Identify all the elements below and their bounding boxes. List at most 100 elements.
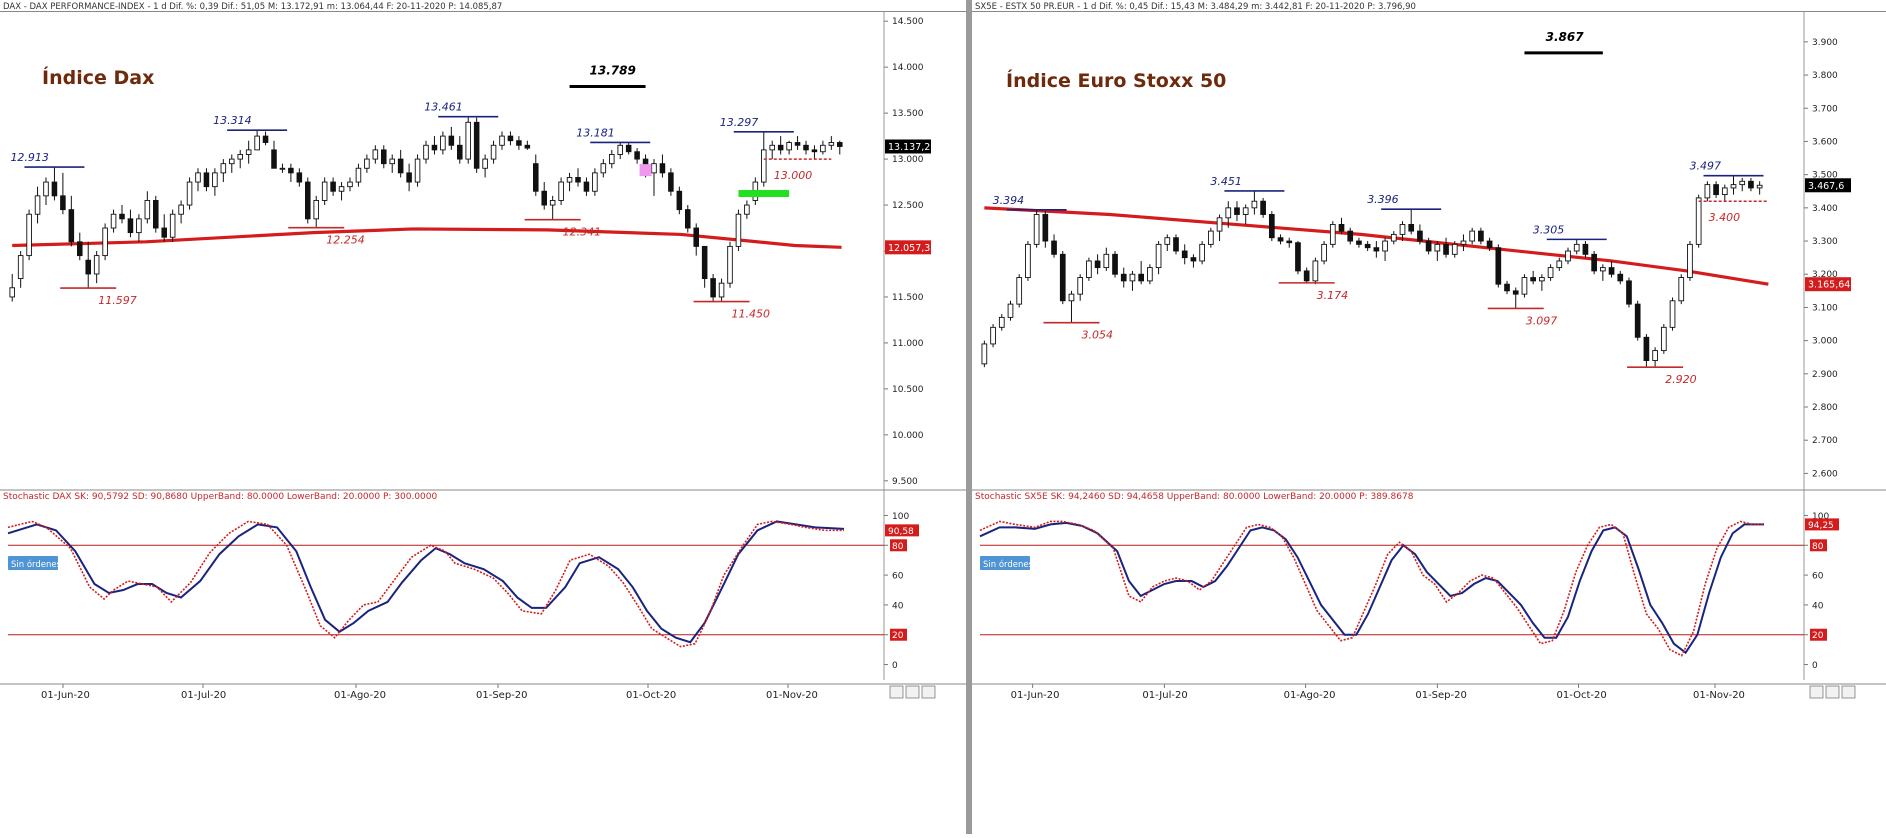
swing-high-label: 3.497 — [1690, 160, 1722, 173]
window-button[interactable] — [1841, 685, 1856, 699]
candle-body — [516, 140, 522, 146]
scale-button[interactable] — [889, 685, 904, 699]
candle-body — [1626, 280, 1632, 305]
candle — [465, 116, 471, 164]
candle-body — [1530, 277, 1537, 282]
candle-body — [990, 326, 996, 345]
time-tick-label: 01-Sep-20 — [1415, 690, 1467, 701]
candle — [1486, 237, 1493, 251]
candle — [1321, 241, 1327, 265]
candle — [837, 140, 843, 155]
support-label: 13.000 — [774, 169, 813, 182]
candle-body — [372, 149, 379, 160]
candle-body — [1695, 197, 1702, 245]
candle-body — [245, 149, 252, 155]
candle-body — [473, 121, 480, 169]
candle-body — [1138, 273, 1145, 282]
candle — [372, 145, 379, 164]
stoch-tick-label: 100 — [1812, 512, 1829, 522]
candle-body — [17, 255, 24, 280]
candle — [1112, 251, 1118, 278]
eurostoxx-chart-svg[interactable]: SX5E - ESTX 50 PR.EUR - 1 d Dif. %: 0,45… — [972, 0, 1886, 834]
candle-body — [541, 190, 547, 206]
hold-button[interactable] — [1825, 685, 1840, 699]
candle-body — [685, 209, 691, 229]
candle — [1173, 234, 1179, 255]
candle-body — [1547, 267, 1554, 279]
orders-button[interactable] — [8, 556, 58, 570]
candle-body — [1443, 243, 1449, 255]
candle — [1329, 221, 1336, 248]
dax-chart-svg[interactable]: DAX - DAX PERFORMANCE-INDEX - 1 d Dif. %… — [0, 0, 966, 834]
candle-body — [1739, 180, 1746, 186]
swing-high-label: 13.297 — [720, 116, 759, 129]
candle — [1721, 184, 1728, 202]
stoch-tick-label: 0 — [892, 661, 898, 671]
swing-high-label: 3.394 — [993, 194, 1025, 207]
price-tick-label: 11.500 — [892, 293, 924, 303]
candle — [1207, 227, 1214, 248]
candle-body — [1417, 230, 1423, 242]
candle-body — [26, 213, 32, 257]
candle — [583, 177, 590, 196]
orders-button-label[interactable]: Sin órdenes — [983, 559, 1034, 570]
candle — [727, 241, 733, 288]
candle — [1678, 274, 1685, 305]
band-value-box — [890, 628, 907, 641]
stoch-value-label: 90,58 — [888, 527, 914, 537]
candle — [1521, 274, 1528, 298]
stochastic-sd-line — [7, 520, 844, 648]
candle-body — [1599, 267, 1606, 272]
hold-button[interactable] — [905, 685, 920, 699]
orders-button-label[interactable]: Sin órdenes — [11, 559, 62, 570]
orders-button[interactable] — [980, 556, 1030, 570]
candle — [153, 195, 159, 233]
candle — [1399, 221, 1406, 242]
candle-body — [60, 195, 66, 211]
time-tick-label: 01-Jun-20 — [41, 690, 90, 701]
time-tick-label: 01-Nov-20 — [1693, 690, 1745, 701]
time-tick-label: 01-Jul-20 — [1142, 690, 1187, 701]
stochastic-header-text: Stochastic DAX SK: 90,5792 SD: 90,8680 U… — [3, 492, 438, 502]
candle — [1042, 211, 1049, 248]
stochastic-sk-line — [7, 520, 845, 644]
candle-body — [288, 167, 294, 174]
candle-body — [93, 255, 100, 275]
price-tick-label: 3.600 — [1812, 137, 1838, 147]
candle-body — [279, 167, 286, 170]
scale-button[interactable] — [1809, 685, 1824, 699]
ma-value-label: 3.165,64 — [1808, 280, 1850, 291]
candle — [338, 182, 345, 201]
chart-title: Índice Dax — [42, 66, 154, 89]
candle-body — [1086, 260, 1092, 279]
time-tick-label: 01-Oct-20 — [1557, 690, 1607, 701]
candle — [60, 172, 66, 215]
candle — [1687, 241, 1693, 281]
candle — [1660, 324, 1667, 354]
candle-body — [1565, 250, 1571, 262]
price-tick-label: 12.500 — [892, 201, 924, 211]
candle-body — [321, 181, 328, 201]
candle — [448, 126, 455, 150]
candle — [516, 136, 522, 150]
panel-divider[interactable] — [966, 0, 972, 834]
candle-body — [381, 149, 387, 165]
candle — [490, 140, 497, 164]
candle-body — [1042, 214, 1049, 242]
candle — [541, 182, 547, 210]
candle — [220, 159, 227, 183]
price-tick-label: 3.100 — [1812, 303, 1838, 313]
swing-high-label: 3.451 — [1210, 175, 1242, 188]
candle-body — [710, 278, 716, 298]
candle-body — [651, 163, 657, 174]
ma-value-box — [1805, 277, 1851, 292]
candle-body — [1660, 326, 1667, 352]
time-tick-label: 01-Nov-20 — [766, 690, 818, 701]
candle-body — [1704, 184, 1711, 199]
price-tick-label: 11.000 — [892, 339, 924, 349]
candle-body — [811, 149, 818, 153]
candle — [549, 195, 556, 220]
candle — [1312, 257, 1319, 285]
window-button[interactable] — [921, 685, 936, 699]
